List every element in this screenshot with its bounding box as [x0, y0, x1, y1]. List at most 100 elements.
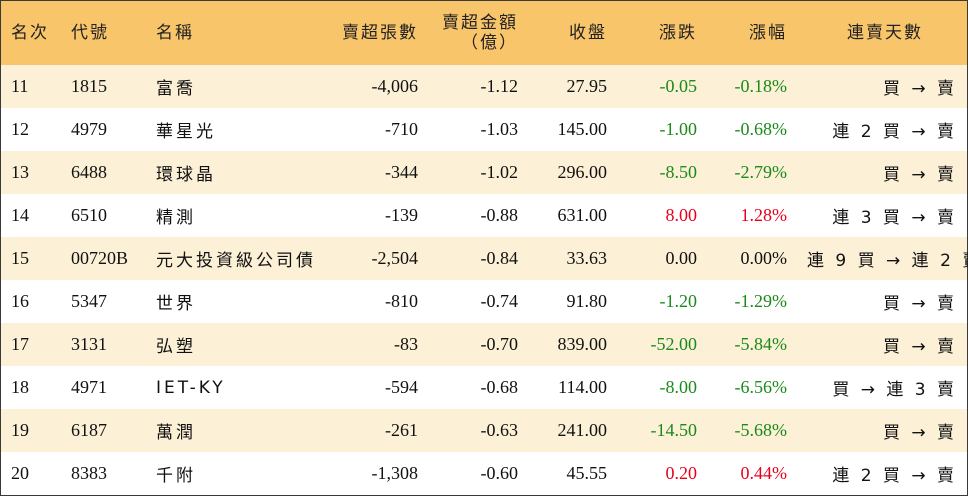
- cell-rank: 13: [11, 162, 29, 182]
- cell-close: 631.00: [557, 205, 608, 225]
- cell-code: 3131: [71, 334, 107, 354]
- cell-code: 6187: [71, 420, 107, 440]
- cell-change: -1.20: [659, 291, 698, 311]
- cell-close: 296.00: [557, 162, 608, 182]
- cell-close: 33.63: [566, 248, 608, 268]
- cell-close: 27.95: [566, 76, 608, 96]
- table-row: 14 6510 精測 -139 -0.88 631.00 8.00 1.28% 連 3 買 → …: [1, 194, 967, 237]
- header-code: 代號: [71, 23, 109, 43]
- cell-net-sell-lots: -810: [385, 291, 418, 311]
- cell-rank: 18: [11, 377, 29, 397]
- cell-net-sell-lots: -2,504: [371, 248, 419, 268]
- cell-net-sell-amount: -0.70: [480, 334, 519, 354]
- header-streak: 連賣天數: [847, 23, 923, 43]
- cell-rank: 20: [11, 463, 29, 483]
- header-row: 名次 代號 名稱 賣超張數 賣超金額 （億） 收盤 漲跌 漲幅 連賣天數: [1, 1, 967, 65]
- cell-change: -52.00: [650, 334, 698, 354]
- cell-stock-name: IET-KY: [156, 377, 226, 398]
- cell-stock-name: 元大投資級公司債: [156, 251, 316, 271]
- header-change: 漲跌: [659, 23, 697, 43]
- cell-change: 8.00: [665, 205, 698, 225]
- cell-code: 6510: [71, 205, 107, 225]
- cell-change-pct: -1.29%: [734, 291, 788, 311]
- cell-net-sell-amount: -0.88: [480, 205, 519, 225]
- cell-net-sell-amount: -1.12: [480, 76, 519, 96]
- cell-stock-name: 富喬: [156, 79, 196, 99]
- cell-change-pct: -0.68%: [734, 119, 788, 139]
- cell-close: 145.00: [557, 119, 608, 139]
- header-net-sell-amount-line2: （億）: [461, 33, 518, 53]
- table-row: 11 1815 富喬 -4,006 -1.12 27.95 -0.05 -0.18% 買 → 賣: [1, 65, 967, 108]
- cell-stock-name: 環球晶: [156, 165, 216, 185]
- cell-code: 4971: [71, 377, 107, 397]
- cell-code: 1815: [71, 76, 107, 96]
- table-row: 16 5347 世界 -810 -0.74 91.80 -1.20 -1.29% 買 → 賣: [1, 280, 967, 323]
- cell-stock-name: 萬潤: [156, 423, 196, 443]
- cell-change: -0.05: [659, 76, 698, 96]
- table-row: 13 6488 環球晶 -344 -1.02 296.00 -8.50 -2.79% 買 → 賣: [1, 151, 967, 194]
- cell-streak: 買 → 賣: [882, 337, 957, 357]
- cell-change: -8.50: [659, 162, 698, 182]
- header-net-sell-amount: 賣超金額 （億）: [428, 1, 528, 65]
- cell-change: -8.00: [659, 377, 698, 397]
- cell-close: 45.55: [566, 463, 608, 483]
- cell-streak: 買 → 賣: [882, 79, 957, 99]
- cell-net-sell-amount: -0.68: [480, 377, 519, 397]
- cell-change-pct: 0.44%: [740, 463, 788, 483]
- cell-net-sell-amount: -1.03: [480, 119, 519, 139]
- cell-net-sell-lots: -4,006: [371, 76, 419, 96]
- header-name: 名稱: [156, 23, 194, 43]
- cell-streak: 連 9 買 → 連 2 賣: [807, 251, 968, 271]
- cell-net-sell-lots: -139: [385, 205, 418, 225]
- cell-rank: 17: [11, 334, 29, 354]
- cell-change-pct: -2.79%: [734, 162, 788, 182]
- cell-rank: 11: [11, 76, 29, 96]
- cell-net-sell-lots: -344: [385, 162, 418, 182]
- cell-change-pct: -6.56%: [734, 377, 788, 397]
- cell-stock-name: 弘塑: [156, 337, 196, 357]
- header-rank: 名次: [11, 23, 49, 43]
- cell-change-pct: 1.28%: [740, 205, 788, 225]
- cell-code: 4979: [71, 119, 107, 139]
- table-row: 19 6187 萬潤 -261 -0.63 241.00 -14.50 -5.68% 買 → 賣: [1, 409, 967, 452]
- cell-code: 8383: [71, 463, 107, 483]
- table-row: 12 4979 華星光 -710 -1.03 145.00 -1.00 -0.68% 連 2 買…: [1, 108, 967, 151]
- cell-close: 114.00: [558, 377, 607, 397]
- cell-change: -14.50: [650, 420, 698, 440]
- cell-net-sell-lots: -83: [394, 334, 418, 354]
- cell-stock-name: 世界: [156, 294, 196, 314]
- header-net-sell-lots: 賣超張數: [342, 23, 418, 43]
- cell-net-sell-lots: -261: [385, 420, 418, 440]
- cell-rank: 12: [11, 119, 29, 139]
- cell-streak: 連 3 買 → 賣: [832, 208, 957, 228]
- cell-code: 6488: [71, 162, 107, 182]
- table-row: 18 4971 IET-KY -594 -0.68 114.00 -8.00 -6.56% 買 …: [1, 366, 967, 409]
- cell-streak: 買 → 連 3 賣: [832, 380, 957, 400]
- header-change-pct: 漲幅: [749, 23, 787, 43]
- cell-net-sell-lots: -594: [385, 377, 418, 397]
- cell-net-sell-lots: -1,308: [371, 463, 419, 483]
- cell-rank: 14: [11, 205, 29, 225]
- cell-code: 5347: [71, 291, 107, 311]
- cell-streak: 買 → 賣: [882, 165, 957, 185]
- cell-stock-name: 華星光: [156, 122, 216, 142]
- table-body: 11 1815 富喬 -4,006 -1.12 27.95 -0.05 -0.18% 買 → 賣…: [1, 65, 968, 495]
- cell-change-pct: 0.00%: [740, 248, 788, 268]
- cell-change: 0.00: [665, 248, 698, 268]
- cell-net-sell-amount: -0.74: [480, 291, 519, 311]
- cell-rank: 19: [11, 420, 29, 440]
- cell-streak: 連 2 買 → 賣: [832, 466, 957, 486]
- cell-net-sell-amount: -0.63: [480, 420, 519, 440]
- cell-change-pct: -0.18%: [734, 76, 788, 96]
- table-row: 20 8383 千附 -1,308 -0.60 45.55 0.20 0.44% 連 2 買 →…: [1, 452, 967, 495]
- cell-net-sell-amount: -0.60: [480, 463, 519, 483]
- cell-change-pct: -5.84%: [734, 334, 788, 354]
- cell-stock-name: 精測: [156, 208, 196, 228]
- cell-net-sell-amount: -0.84: [480, 248, 519, 268]
- table-row: 15 00720B 元大投資級公司債 -2,504 -0.84 33.63 0.00 0.00…: [1, 237, 968, 280]
- cell-close: 241.00: [557, 420, 608, 440]
- cell-streak: 連 2 買 → 賣: [832, 122, 957, 142]
- header-net-sell-amount-line1: 賣超金額: [442, 13, 518, 33]
- cell-streak: 買 → 賣: [882, 294, 957, 314]
